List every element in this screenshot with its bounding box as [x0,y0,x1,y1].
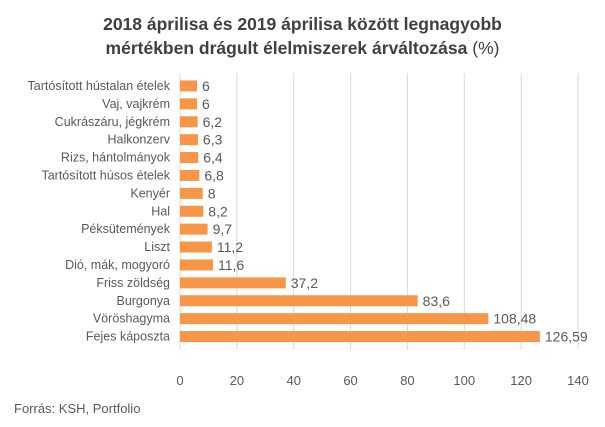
bar [180,169,200,181]
category-label: Hal [151,204,170,218]
data-label: 37,2 [291,275,318,291]
chart-title-unit: (%) [472,38,500,58]
data-label: 6 [202,96,210,112]
bar [180,331,540,343]
category-labels: Tartósított hústalan ételek Vaj, vajkrém C… [28,79,171,344]
x-tick-label: 140 [567,373,589,388]
bar [180,80,198,92]
x-axis-ticks: 0 20 40 60 80 100 120 140 [176,373,588,388]
category-label: Burgonya [116,294,170,308]
category-label: Cukrászáru, jégkrém [55,115,170,129]
category-label: Tartósított húsos ételek [41,168,170,182]
bar [180,205,204,217]
bar [180,134,198,146]
x-tick-label: 60 [343,373,357,388]
data-label: 11,6 [218,257,244,273]
category-label: Dió, mák, mogyoró [65,258,170,272]
data-label: 11,2 [217,239,243,255]
bar [180,241,212,253]
value-labels: 6 6 6,2 6,3 6,46,8 8 8,2 9,7 11,2 11,6 37,2 83,6 108… [202,78,588,345]
category-label: Tartósított hústalan ételek [28,79,171,93]
bar [180,295,418,307]
x-tick-label: 20 [230,373,244,388]
category-label: Halkonzerv [107,133,170,147]
category-label: Fejes káposzta [86,330,170,344]
bar [180,313,489,325]
data-label: 83,6 [423,293,450,309]
category-label: Vöröshagyma [93,312,170,326]
data-label: 9,7 [213,221,233,237]
x-tick-label: 100 [453,373,475,388]
bar [180,152,199,164]
category-label: Vaj, vajkrém [102,97,170,111]
bar [180,98,198,110]
category-label: Rizs, hántolmányok [61,151,171,165]
chart-title-line2-text: mértékben drágult élelmiszerek árváltozá… [105,38,468,58]
category-label: Péksütemények [81,222,171,236]
data-label: 6,4 [203,150,223,166]
chart-title: 2018 áprilisa és 2019 áprilisa között le… [0,12,605,60]
data-label: 8 [208,185,216,201]
bar [180,187,203,199]
x-tick-label: 40 [286,373,300,388]
data-label: 8,2 [208,203,228,219]
bars [180,80,540,343]
chart-title-line1: 2018 áprilisa és 2019 áprilisa között le… [103,14,502,34]
source-note: Forrás: KSH, Portfolio [14,401,141,416]
x-tick-label: 0 [176,373,183,388]
data-label: 126,59 [545,329,588,345]
category-label: Kenyér [130,186,170,200]
category-label: Liszt [144,240,170,254]
gridlines [179,73,579,350]
bar [180,223,208,235]
data-label: 108,48 [493,311,536,327]
data-label: 6,8 [204,167,224,183]
bar [180,277,286,289]
data-label: 6,3 [203,132,223,148]
x-tick-label: 120 [510,373,532,388]
category-label: Friss zöldség [96,276,170,290]
data-label: 6 [202,78,210,94]
data-label: 6,2 [203,114,223,130]
bar [180,259,213,271]
bar [180,116,198,128]
x-tick-label: 80 [400,373,414,388]
chart-title-line2: mértékben drágult élelmiszerek árváltozá… [0,36,605,60]
